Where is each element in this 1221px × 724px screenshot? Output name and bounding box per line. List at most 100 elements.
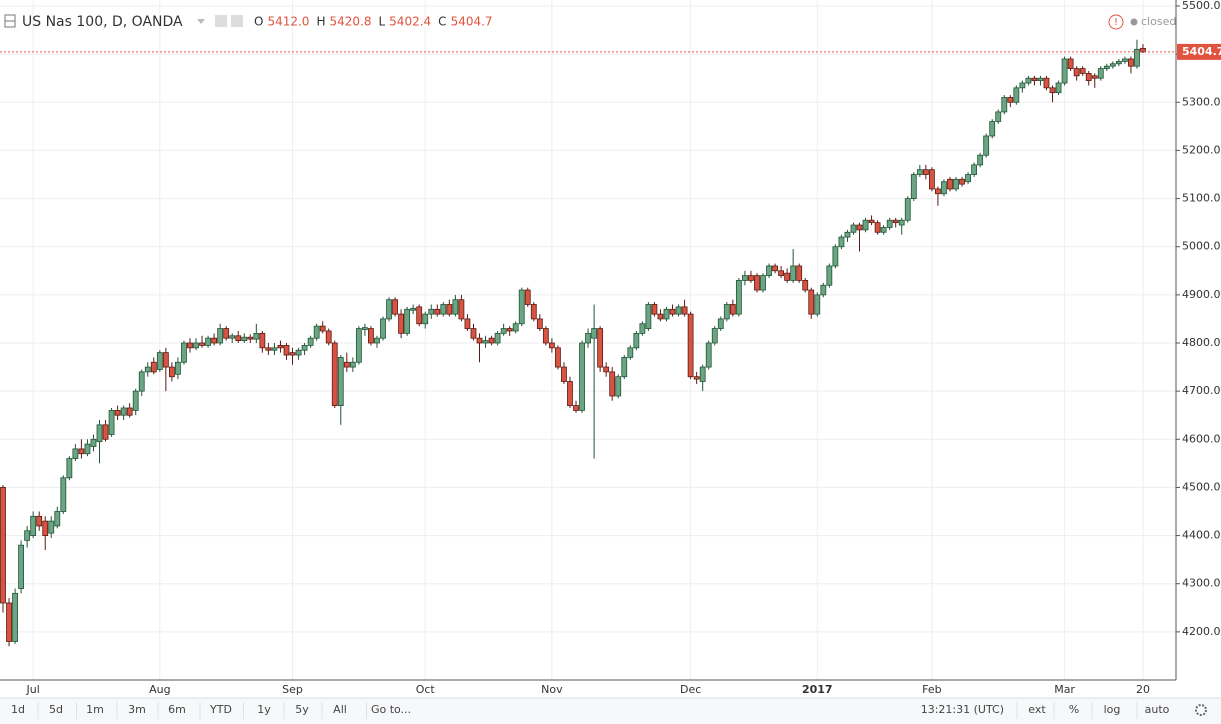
x-tick-label: Oct — [416, 683, 436, 696]
candle-body — [494, 332, 501, 344]
candle-body — [862, 219, 869, 231]
candle-body — [844, 231, 851, 238]
y-tick-label: 4900.0 — [1182, 288, 1221, 301]
candle-body — [941, 181, 947, 195]
legend-value: 5402.4 — [389, 15, 431, 29]
candle-body — [856, 224, 863, 231]
candle-body — [1067, 58, 1074, 69]
candle-body — [199, 342, 205, 346]
candle-body — [675, 306, 682, 315]
candle-body — [488, 337, 495, 344]
option-button[interactable]: log — [1104, 703, 1121, 716]
candle-body — [211, 337, 218, 344]
candle-body — [742, 275, 748, 281]
candle-body — [935, 188, 941, 195]
candle-body — [48, 520, 55, 534]
x-tick-label: 2017 — [802, 683, 833, 696]
x-tick-label: Nov — [541, 683, 563, 696]
x-tick-label: Aug — [149, 683, 170, 696]
candle-body — [657, 313, 664, 320]
legend-value: 5412.0 — [267, 15, 309, 29]
alert-mark: ! — [1114, 17, 1118, 28]
alert-icon[interactable] — [1108, 14, 1124, 30]
candle-body — [90, 438, 97, 447]
settings-gear[interactable] — [1195, 704, 1207, 716]
range-button[interactable]: YTD — [209, 703, 232, 716]
candle-body — [337, 357, 344, 406]
candle-body — [645, 304, 652, 329]
candle-body — [886, 219, 893, 228]
candle-body — [615, 376, 622, 397]
candle-body — [368, 328, 374, 344]
y-tick-label: 5200.0 — [1182, 143, 1221, 156]
range-button[interactable]: 5y — [295, 703, 309, 716]
candle-body — [717, 318, 724, 329]
candle-body — [609, 371, 616, 397]
range-button[interactable]: Go to... — [371, 703, 411, 716]
candle-body — [331, 342, 338, 406]
y-tick-label: 5500.0 — [1182, 0, 1221, 12]
candle-body — [1031, 77, 1038, 82]
range-button[interactable]: 6m — [168, 703, 186, 716]
settings-icon[interactable] — [231, 15, 243, 27]
candle-body — [512, 323, 519, 332]
candle-body — [627, 347, 634, 358]
clock: 13:21:31 (UTC) — [921, 703, 1004, 716]
candle-body — [380, 318, 386, 339]
candle-body — [506, 328, 513, 332]
candle-body — [1109, 63, 1116, 67]
range-button[interactable]: 1m — [86, 703, 104, 716]
candle-body — [307, 337, 314, 346]
candle-body — [729, 304, 736, 315]
last-price-label: 5404.7 — [1182, 45, 1221, 58]
range-button[interactable]: 1d — [11, 703, 25, 716]
candle-body — [193, 342, 199, 349]
range-button[interactable]: 1y — [257, 703, 271, 716]
candle-body — [253, 332, 260, 340]
candle-body — [693, 376, 700, 380]
candle-body — [1085, 73, 1092, 82]
candle-body — [150, 361, 157, 373]
candle-body — [977, 154, 984, 166]
legend-key: L — [378, 15, 385, 29]
candle-body — [271, 347, 278, 351]
option-button[interactable]: % — [1069, 703, 1079, 716]
candle-body — [1055, 82, 1062, 94]
candle-body — [892, 219, 899, 224]
candle-body — [446, 304, 453, 315]
candle-body — [754, 275, 760, 291]
candle-body — [470, 328, 477, 339]
candle-body — [916, 169, 923, 175]
candle-body — [223, 328, 230, 339]
candle-body — [114, 409, 121, 416]
candle-body — [591, 328, 598, 339]
candle-body — [766, 265, 772, 277]
x-tick-label: Mar — [1054, 683, 1075, 696]
candle-body — [476, 337, 483, 344]
range-button[interactable]: 3m — [128, 703, 146, 716]
candle-body — [410, 307, 417, 311]
range-button[interactable]: All — [333, 703, 347, 716]
y-tick-label: 5100.0 — [1182, 192, 1221, 205]
candle-body — [1091, 75, 1098, 79]
candle-body — [265, 347, 272, 351]
candle-body — [573, 405, 579, 411]
option-button[interactable]: auto — [1145, 703, 1170, 716]
range-button[interactable]: 5d — [49, 703, 63, 716]
x-tick-label: Dec — [680, 683, 701, 696]
candle-body — [597, 328, 604, 368]
candle-body — [814, 294, 821, 315]
y-tick-label: 4800.0 — [1182, 336, 1221, 349]
candle-body — [838, 236, 845, 248]
candle-body — [904, 198, 911, 221]
candle-body — [325, 330, 332, 344]
dropdown-arrow[interactable] — [197, 19, 205, 24]
candle-body — [120, 407, 127, 416]
option-button[interactable]: ext — [1028, 703, 1046, 716]
grid — [0, 0, 1180, 680]
candle-body — [36, 515, 43, 527]
candle-body — [1140, 47, 1146, 53]
candle-body — [1019, 82, 1026, 89]
settings-icon[interactable] — [215, 15, 227, 27]
candle-body — [983, 135, 990, 156]
